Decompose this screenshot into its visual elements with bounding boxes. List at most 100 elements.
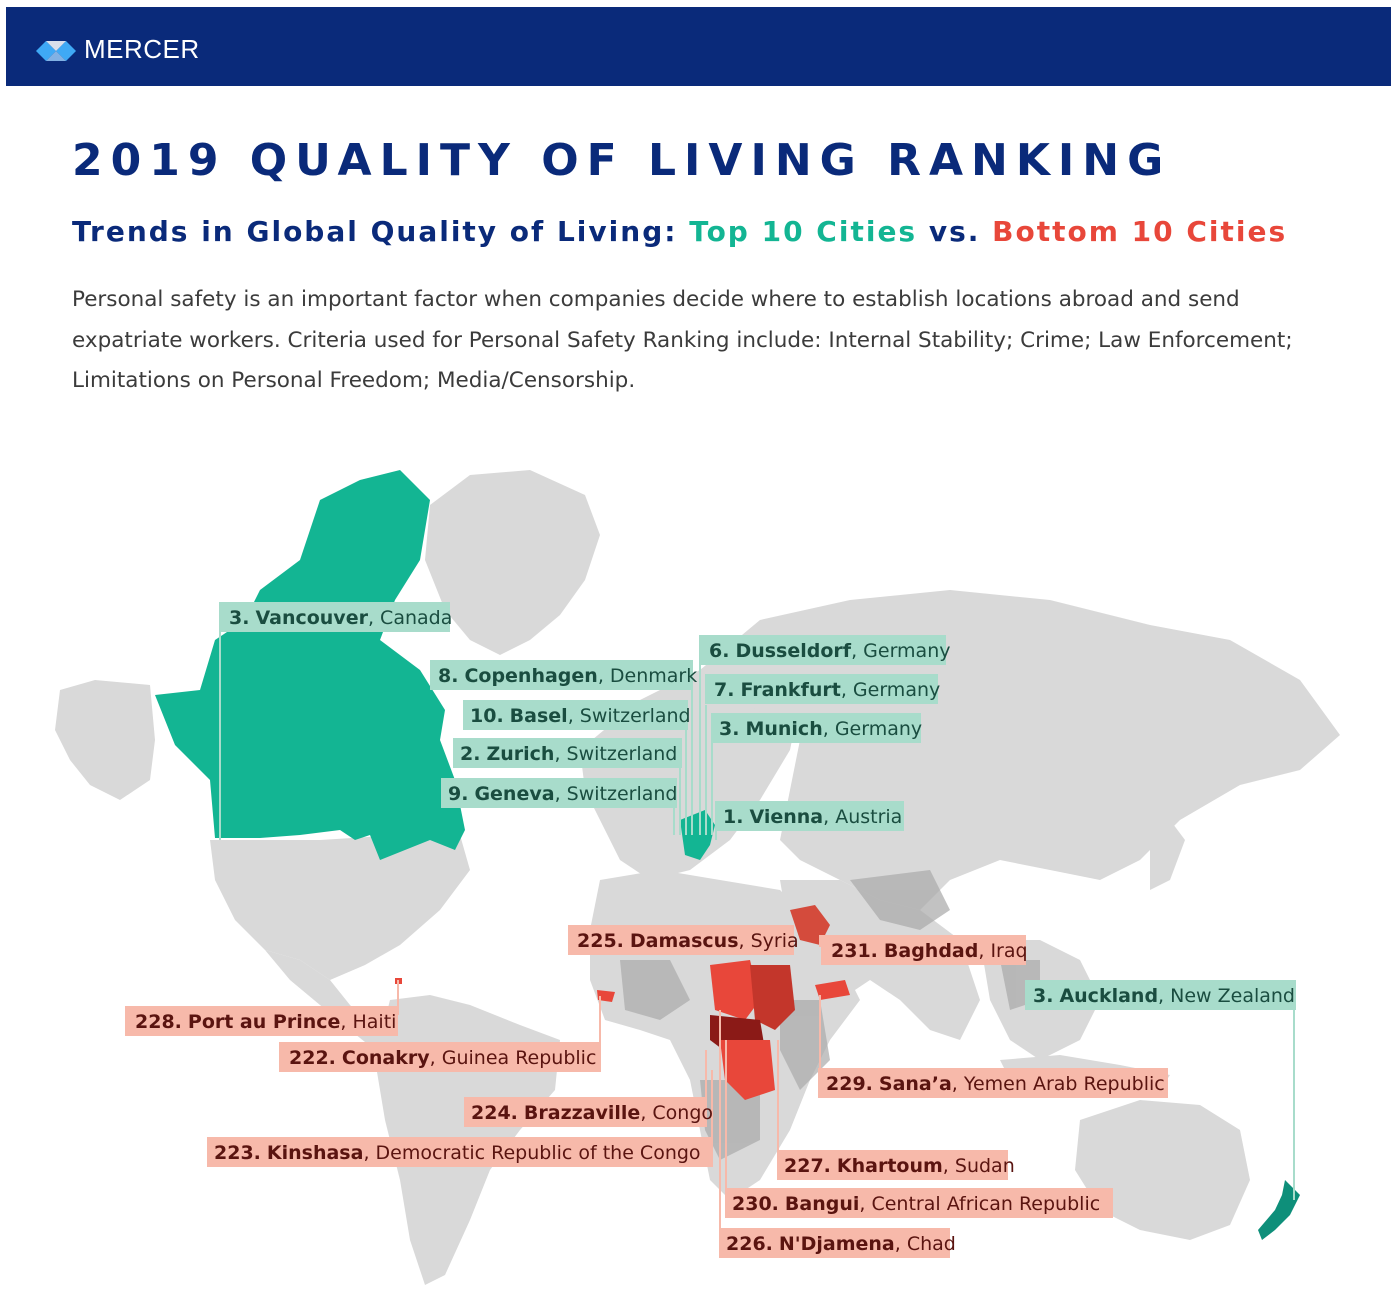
bottom-city-label: 222. Conakry, Guinea Republic xyxy=(279,1042,601,1072)
top-label-box xyxy=(705,674,938,704)
label-city: 3. xyxy=(719,718,739,740)
bottom-label-text: 229. Sana’a, Yemen Arab Republic xyxy=(826,1073,1165,1095)
chad-highlight xyxy=(710,960,760,1020)
label-city: Vienna xyxy=(749,806,823,828)
top-label-text: 2. Zurich, Switzerland xyxy=(460,743,677,765)
label-country: Chad xyxy=(907,1233,956,1255)
label-city: 227. xyxy=(784,1155,831,1177)
label-country: Canada xyxy=(380,607,452,629)
shade-west-africa xyxy=(620,960,690,1020)
top-city-label: 10. Basel, Switzerland xyxy=(463,700,691,730)
label-city: Munich xyxy=(745,718,822,740)
label-country: Guinea Republic xyxy=(442,1047,597,1069)
page-title: 2019 QUALITY OF LIVING RANKING xyxy=(72,135,1172,186)
label-city: Khartoum xyxy=(837,1155,943,1177)
bottom-label-box xyxy=(464,1097,707,1127)
label-city: 231. xyxy=(831,940,878,962)
bottom-label-box xyxy=(821,935,1026,965)
label-city: 226. xyxy=(726,1233,773,1255)
label-city: 3. xyxy=(229,607,249,629)
bottom-city-label: 223. Kinshasa, Democratic Republic of the… xyxy=(207,1137,713,1167)
bottom-label-text: 222. Conakry, Guinea Republic xyxy=(289,1047,596,1069)
label-city: Conakry xyxy=(342,1047,430,1069)
shade-central-asia xyxy=(850,870,950,930)
label-country: Haiti xyxy=(352,1011,396,1033)
subtitle-vs: vs. xyxy=(917,215,993,248)
top-label-box xyxy=(441,778,677,808)
top-city-label: 9. Geneva, Switzerland xyxy=(441,778,677,808)
bottom-label-text: 226. N'Djamena, Chad xyxy=(726,1233,956,1255)
label-city: Damascus xyxy=(630,930,739,952)
canada-highlight xyxy=(155,470,465,860)
label-city: Brazzaville xyxy=(524,1102,640,1124)
top-city-label: 1. Vienna, Austria xyxy=(715,801,904,831)
bottom-label-text: 224. Brazzaville, Congo xyxy=(471,1102,713,1124)
label-country: Yemen Arab Republic xyxy=(963,1073,1165,1095)
top-city-label: 7. Frankfurt, Germany xyxy=(705,674,940,704)
bottom-label-box xyxy=(125,1006,398,1036)
header-bar: MERCER xyxy=(6,7,1391,86)
top-label-text: 3. Auckland, New Zealand xyxy=(1033,985,1295,1007)
label-city: 222. xyxy=(289,1047,336,1069)
label-country: Switzerland xyxy=(580,705,691,727)
world-map: 3. Vancouver, Canada 6. Dusseldorf, German… xyxy=(0,440,1400,1295)
bottom-label-box xyxy=(279,1042,601,1072)
label-country: Sudan xyxy=(955,1155,1015,1177)
description-paragraph: Personal safety is an important factor w… xyxy=(72,287,1293,393)
label-city: 223. xyxy=(214,1142,261,1164)
label-city: Bangui xyxy=(785,1193,859,1215)
bottom-label-box xyxy=(818,1068,1168,1098)
map-land-shade xyxy=(620,870,1040,1160)
label-city: 225. xyxy=(577,930,624,952)
bottom-label-text: 230. Bangui, Central African Republic xyxy=(732,1193,1100,1215)
top-label-box xyxy=(711,713,921,743)
new-zealand-highlight xyxy=(1258,1180,1300,1240)
label-city: Zurich xyxy=(486,743,554,765)
label-city: Frankfurt xyxy=(740,679,840,701)
bottom-label-box xyxy=(568,925,794,955)
label-city: Vancouver xyxy=(255,607,368,629)
label-city: 6. xyxy=(709,640,729,662)
greenland xyxy=(425,470,600,655)
label-city: Baghdad xyxy=(884,940,978,962)
top-label-text: 8. Copenhagen, Denmark xyxy=(438,665,697,687)
top-label-box xyxy=(699,635,946,665)
guinea-highlight xyxy=(597,990,615,1002)
label-city: Copenhagen xyxy=(464,665,597,687)
shade-east-africa xyxy=(780,1000,830,1090)
top-label-box xyxy=(463,700,688,730)
label-city: 2. xyxy=(460,743,480,765)
map-bottom-highlight xyxy=(395,905,850,1100)
bottom-city-label: 229. Sana’a, Yemen Arab Republic xyxy=(818,1068,1168,1098)
label-city: 10. xyxy=(470,705,504,727)
subtitle-lead: Trends in Global Quality of Living: xyxy=(72,215,690,248)
top-city-label: 3. Munich, Germany xyxy=(711,713,922,743)
mercer-logo-icon xyxy=(36,41,76,61)
label-country: Switzerland xyxy=(567,783,678,805)
label-city: Dusseldorf xyxy=(735,640,851,662)
top-city-label: 8. Copenhagen, Denmark xyxy=(430,660,697,690)
label-city: 229. xyxy=(826,1073,873,1095)
label-city: 1. xyxy=(723,806,743,828)
top-leader-lines xyxy=(219,630,1295,1200)
label-country: Congo xyxy=(652,1102,713,1124)
top-label-text: 6. Dusseldorf, Germany xyxy=(709,640,950,662)
label-city: 7. xyxy=(714,679,734,701)
bottom-city-label: 231. Baghdad, Iraq xyxy=(821,935,1028,965)
top-label-text: 7. Frankfurt, Germany xyxy=(714,679,940,701)
label-city: Port au Prince xyxy=(188,1011,341,1033)
bottom-label-text: 231. Baghdad, Iraq xyxy=(831,940,1028,962)
bottom-label-box xyxy=(719,1228,950,1258)
sudan-highlight xyxy=(750,965,795,1030)
bottom-city-label: 225. Damascus, Syria xyxy=(568,925,799,955)
label-city: Kinshasa xyxy=(267,1142,364,1164)
label-country: Democratic Republic of the Congo xyxy=(376,1142,701,1164)
label-city: 8. xyxy=(438,665,458,687)
australia xyxy=(1075,1100,1250,1240)
yemen-highlight xyxy=(815,980,850,1000)
label-city: 3. xyxy=(1033,985,1053,1007)
north-america-south xyxy=(210,835,470,980)
bottom-city-label: 226. N'Djamena, Chad xyxy=(719,1228,956,1258)
top-city-label: 3. Auckland, New Zealand xyxy=(1025,980,1296,1010)
label-country: Switzerland xyxy=(567,743,678,765)
